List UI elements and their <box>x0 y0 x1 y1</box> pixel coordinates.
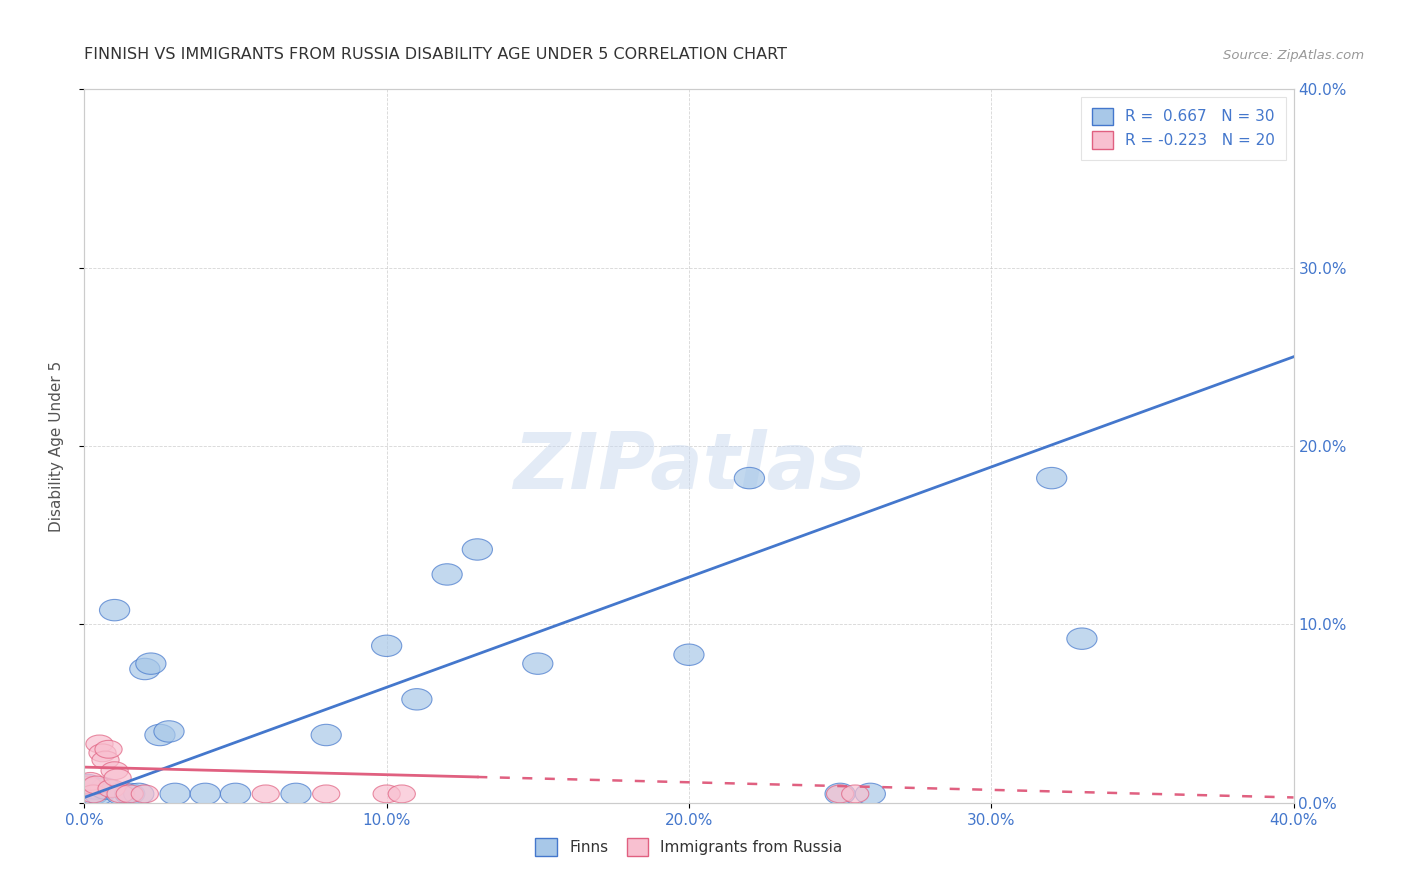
Ellipse shape <box>463 539 492 560</box>
Ellipse shape <box>190 783 221 805</box>
Ellipse shape <box>76 778 105 799</box>
Ellipse shape <box>1036 467 1067 489</box>
Ellipse shape <box>82 778 111 799</box>
Ellipse shape <box>105 783 136 805</box>
Ellipse shape <box>72 774 103 796</box>
Ellipse shape <box>104 769 131 787</box>
Ellipse shape <box>160 783 190 805</box>
Ellipse shape <box>432 564 463 585</box>
Ellipse shape <box>84 783 115 805</box>
Ellipse shape <box>80 785 107 803</box>
Ellipse shape <box>131 785 159 803</box>
Ellipse shape <box>90 778 121 799</box>
Ellipse shape <box>107 785 134 803</box>
Ellipse shape <box>115 783 145 805</box>
Ellipse shape <box>73 776 101 794</box>
Ellipse shape <box>388 785 415 803</box>
Ellipse shape <box>91 751 120 769</box>
Ellipse shape <box>855 783 886 805</box>
Legend: Finns, Immigrants from Russia: Finns, Immigrants from Russia <box>524 828 853 866</box>
Ellipse shape <box>673 644 704 665</box>
Ellipse shape <box>100 599 129 621</box>
Ellipse shape <box>98 780 125 797</box>
Ellipse shape <box>1067 628 1097 649</box>
Ellipse shape <box>101 762 128 780</box>
Text: Source: ZipAtlas.com: Source: ZipAtlas.com <box>1223 49 1364 62</box>
Ellipse shape <box>842 785 869 803</box>
Ellipse shape <box>825 783 855 805</box>
Ellipse shape <box>827 785 853 803</box>
Ellipse shape <box>124 783 153 805</box>
Ellipse shape <box>86 735 112 753</box>
Ellipse shape <box>281 783 311 805</box>
Ellipse shape <box>117 785 143 803</box>
Ellipse shape <box>252 785 280 803</box>
Text: ZIPatlas: ZIPatlas <box>513 429 865 506</box>
Ellipse shape <box>371 635 402 657</box>
Ellipse shape <box>129 658 160 680</box>
Ellipse shape <box>311 724 342 746</box>
Ellipse shape <box>89 744 117 762</box>
Text: FINNISH VS IMMIGRANTS FROM RUSSIA DISABILITY AGE UNDER 5 CORRELATION CHART: FINNISH VS IMMIGRANTS FROM RUSSIA DISABI… <box>84 47 787 62</box>
Ellipse shape <box>373 785 401 803</box>
Ellipse shape <box>221 783 250 805</box>
Ellipse shape <box>523 653 553 674</box>
Ellipse shape <box>145 724 176 746</box>
Ellipse shape <box>153 721 184 742</box>
Ellipse shape <box>734 467 765 489</box>
Ellipse shape <box>136 653 166 674</box>
Ellipse shape <box>79 783 108 805</box>
Ellipse shape <box>312 785 340 803</box>
Y-axis label: Disability Age Under 5: Disability Age Under 5 <box>49 360 63 532</box>
Ellipse shape <box>402 689 432 710</box>
Ellipse shape <box>77 772 104 790</box>
Ellipse shape <box>96 740 122 758</box>
Ellipse shape <box>83 776 110 794</box>
